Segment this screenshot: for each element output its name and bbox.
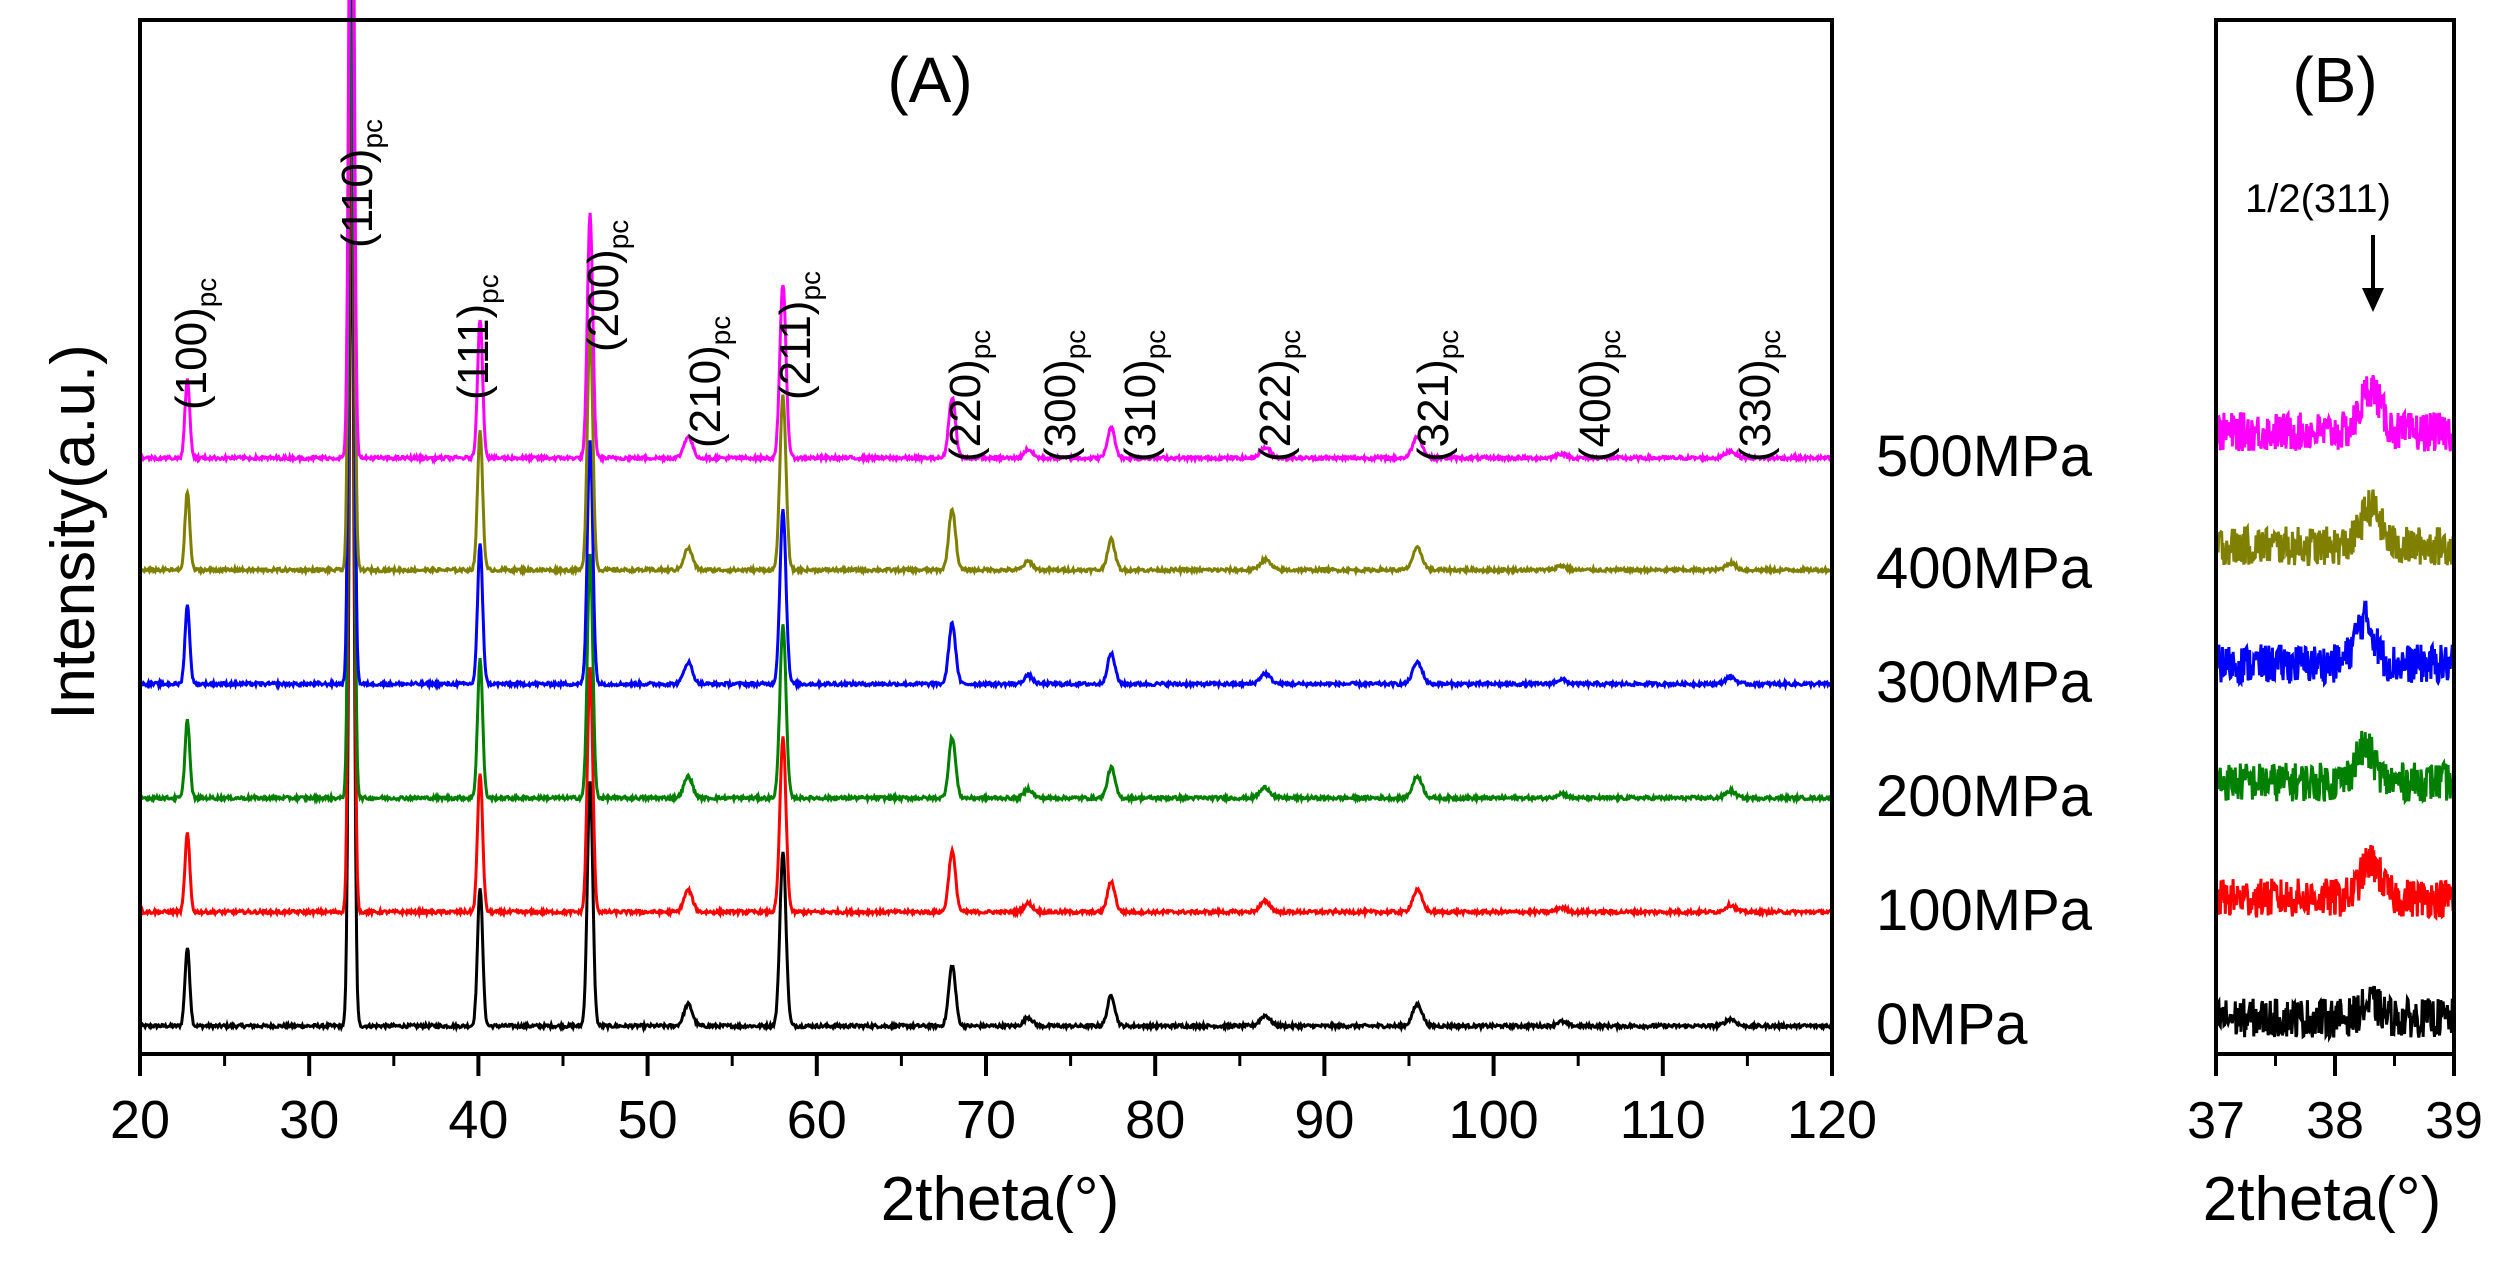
panel-b-series-100MPa xyxy=(2214,845,2456,922)
x-tick-label-60: 60 xyxy=(787,1090,847,1150)
panel-b-x-label: 2theta(°) xyxy=(2203,1165,2441,1234)
half-311-arrow xyxy=(2362,235,2384,312)
x-tick-label-90: 90 xyxy=(1294,1090,1354,1150)
series-line-500MPa xyxy=(139,0,1833,466)
x-tick-label-40: 40 xyxy=(448,1090,508,1150)
x-tick-label-110: 110 xyxy=(1620,1090,1706,1150)
peak-label-subscript: pc xyxy=(603,220,634,250)
panel-a-x-ticks: 20 30 40 50 60 70 80 90 100 110 120 xyxy=(110,1054,1877,1150)
peak-label-subscript: pc xyxy=(705,316,736,346)
series-line-0MPa xyxy=(138,154,1834,1034)
panel-a-curves xyxy=(138,0,1834,1034)
series-line-300MPa xyxy=(138,0,1833,692)
panel-a-title: (A) xyxy=(887,44,972,116)
panel-b-x-tick-label-37: 37 xyxy=(2187,1092,2245,1150)
peak-label-subscript: pc xyxy=(1755,330,1786,360)
panel-b: 37 38 39 (B) 1/2(311) 2theta(°) xyxy=(2187,18,2483,1234)
peak-label-subscript: pc xyxy=(1433,330,1464,360)
sample-label-500MPa: 500MPa xyxy=(1876,424,2093,489)
peak-label-subscript: pc xyxy=(1140,330,1171,360)
panel-b-x-tick-label-39: 39 xyxy=(2425,1092,2483,1150)
x-tick-label-100: 100 xyxy=(1449,1090,1539,1150)
peak-label-subscript: pc xyxy=(357,119,388,149)
panel-b-series-200MPa xyxy=(2214,730,2456,806)
panel-a-peak-labels: (100)pc(110)pc(111)pc (200)pc(210)pc (211)… xyxy=(167,119,1786,462)
peak-label-subscript: pc xyxy=(1595,330,1626,360)
peak-label-subscript: pc xyxy=(795,271,826,301)
sample-label-200MPa: 200MPa xyxy=(1876,764,2093,829)
panel-a: (100)pc(110)pc(111)pc (200)pc(210)pc (211)… xyxy=(39,0,1877,1234)
x-tick-label-70: 70 xyxy=(956,1090,1016,1150)
panel-b-series-400MPa xyxy=(2214,489,2456,567)
x-tick-label-30: 30 xyxy=(279,1090,339,1150)
x-tick-label-80: 80 xyxy=(1125,1090,1185,1150)
x-tick-label-120: 120 xyxy=(1787,1090,1877,1150)
series-line-200MPa xyxy=(138,0,1834,806)
panel-b-x-ticks: 37 38 39 xyxy=(2187,1054,2483,1150)
panel-b-x-tick-label-38: 38 xyxy=(2306,1092,2364,1150)
half-311-annotation: 1/2(311) xyxy=(2245,177,2391,221)
sample-labels: 0MPa 100MPa 200MPa 300MPa 400MPa 500MPa xyxy=(1876,424,2093,1057)
peak-label-subscript: pc xyxy=(965,330,996,360)
panel-b-series-500MPa xyxy=(2214,375,2456,452)
sample-label-300MPa: 300MPa xyxy=(1876,650,2093,715)
x-tick-label-50: 50 xyxy=(618,1090,678,1150)
sample-label-400MPa: 400MPa xyxy=(1876,536,2093,601)
peak-label-subscript: pc xyxy=(1060,330,1091,360)
peak-label-subscript: pc xyxy=(1275,330,1306,360)
panel-a-x-label: 2theta(°) xyxy=(881,1165,1119,1234)
panel-b-title: (B) xyxy=(2292,44,2377,116)
panel-b-curves xyxy=(2214,375,2456,1043)
panel-b-series-300MPa xyxy=(2214,600,2456,688)
series-line-100MPa xyxy=(139,41,1834,920)
series-line-400MPa xyxy=(139,0,1833,578)
x-tick-label-20: 20 xyxy=(110,1090,170,1150)
panel-a-y-label: Intensity(a.u.) xyxy=(39,344,108,720)
panel-b-series-0MPa xyxy=(2214,985,2456,1043)
sample-label-100MPa: 100MPa xyxy=(1876,878,2093,943)
peak-label-110: (110)pc xyxy=(333,119,388,248)
sample-label-0MPa: 0MPa xyxy=(1876,992,2028,1057)
peak-label-subscript: pc xyxy=(191,278,222,308)
peak-label-subscript: pc xyxy=(473,274,504,304)
